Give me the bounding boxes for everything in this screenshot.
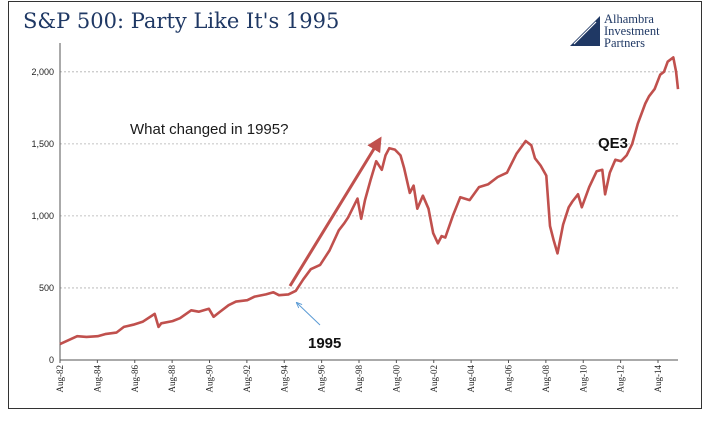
x-tick-label: Aug-94 (279, 365, 289, 393)
x-tick-label: Aug-90 (205, 365, 215, 393)
x-tick-label: Aug-92 (242, 365, 252, 393)
logo-mark-icon (568, 14, 602, 48)
logo-line-1: Alhambra (604, 12, 654, 26)
series-line (59, 56, 680, 346)
axes (59, 43, 678, 363)
company-logo: Alhambra Investment Partners (568, 12, 688, 54)
y-tick-label: 2,000 (31, 67, 54, 77)
x-tick-label: Aug-86 (130, 365, 140, 393)
annotation-question: What changed in 1995? (130, 121, 288, 138)
logo-line-3: Partners (604, 36, 645, 50)
x-tick-label: Aug-12 (616, 365, 626, 393)
y-tick-label: 0 (49, 355, 54, 365)
annotation-qe3: QE3 (598, 135, 628, 152)
x-tick-label: Aug-04 (466, 365, 476, 393)
x-tick-label: Aug-82 (55, 365, 65, 393)
annotations: What changed in 1995? 1995 QE3 (130, 121, 628, 352)
series-layer (59, 56, 680, 346)
x-tick-label: Aug-14 (653, 365, 663, 393)
x-tick-label: Aug-84 (92, 365, 102, 393)
x-tick-label: Aug-88 (167, 365, 177, 393)
y-tick-label: 500 (39, 283, 54, 293)
chart-title: S&P 500: Party Like It's 1995 (23, 9, 340, 33)
y-tick-labels: 0 500 1,000 1,500 2,000 (31, 67, 54, 365)
x-tick-label: Aug-02 (429, 365, 439, 393)
logo-text: Alhambra Investment Partners (604, 12, 660, 50)
x-tick-label: Aug-96 (317, 365, 327, 393)
annotation-1995: 1995 (308, 335, 341, 352)
x-tick-label: Aug-98 (354, 365, 364, 393)
x-tick-label: Aug-06 (504, 365, 514, 393)
logo-line-2: Investment (604, 24, 660, 38)
grid-lines (60, 71, 678, 289)
x-tick-label: Aug-00 (391, 365, 401, 393)
x-tick-labels: Aug-82 Aug-84 Aug-86 Aug-88 Aug-90 Aug-92 Aug-… (55, 365, 663, 393)
y-tick-label: 1,000 (31, 211, 54, 221)
x-tick-label: Aug-08 (541, 365, 551, 393)
y-tick-label: 1,500 (31, 139, 54, 149)
pointer-arrow-1995 (297, 303, 321, 326)
trend-arrow (288, 136, 382, 287)
x-tick-label: Aug-10 (578, 365, 588, 393)
